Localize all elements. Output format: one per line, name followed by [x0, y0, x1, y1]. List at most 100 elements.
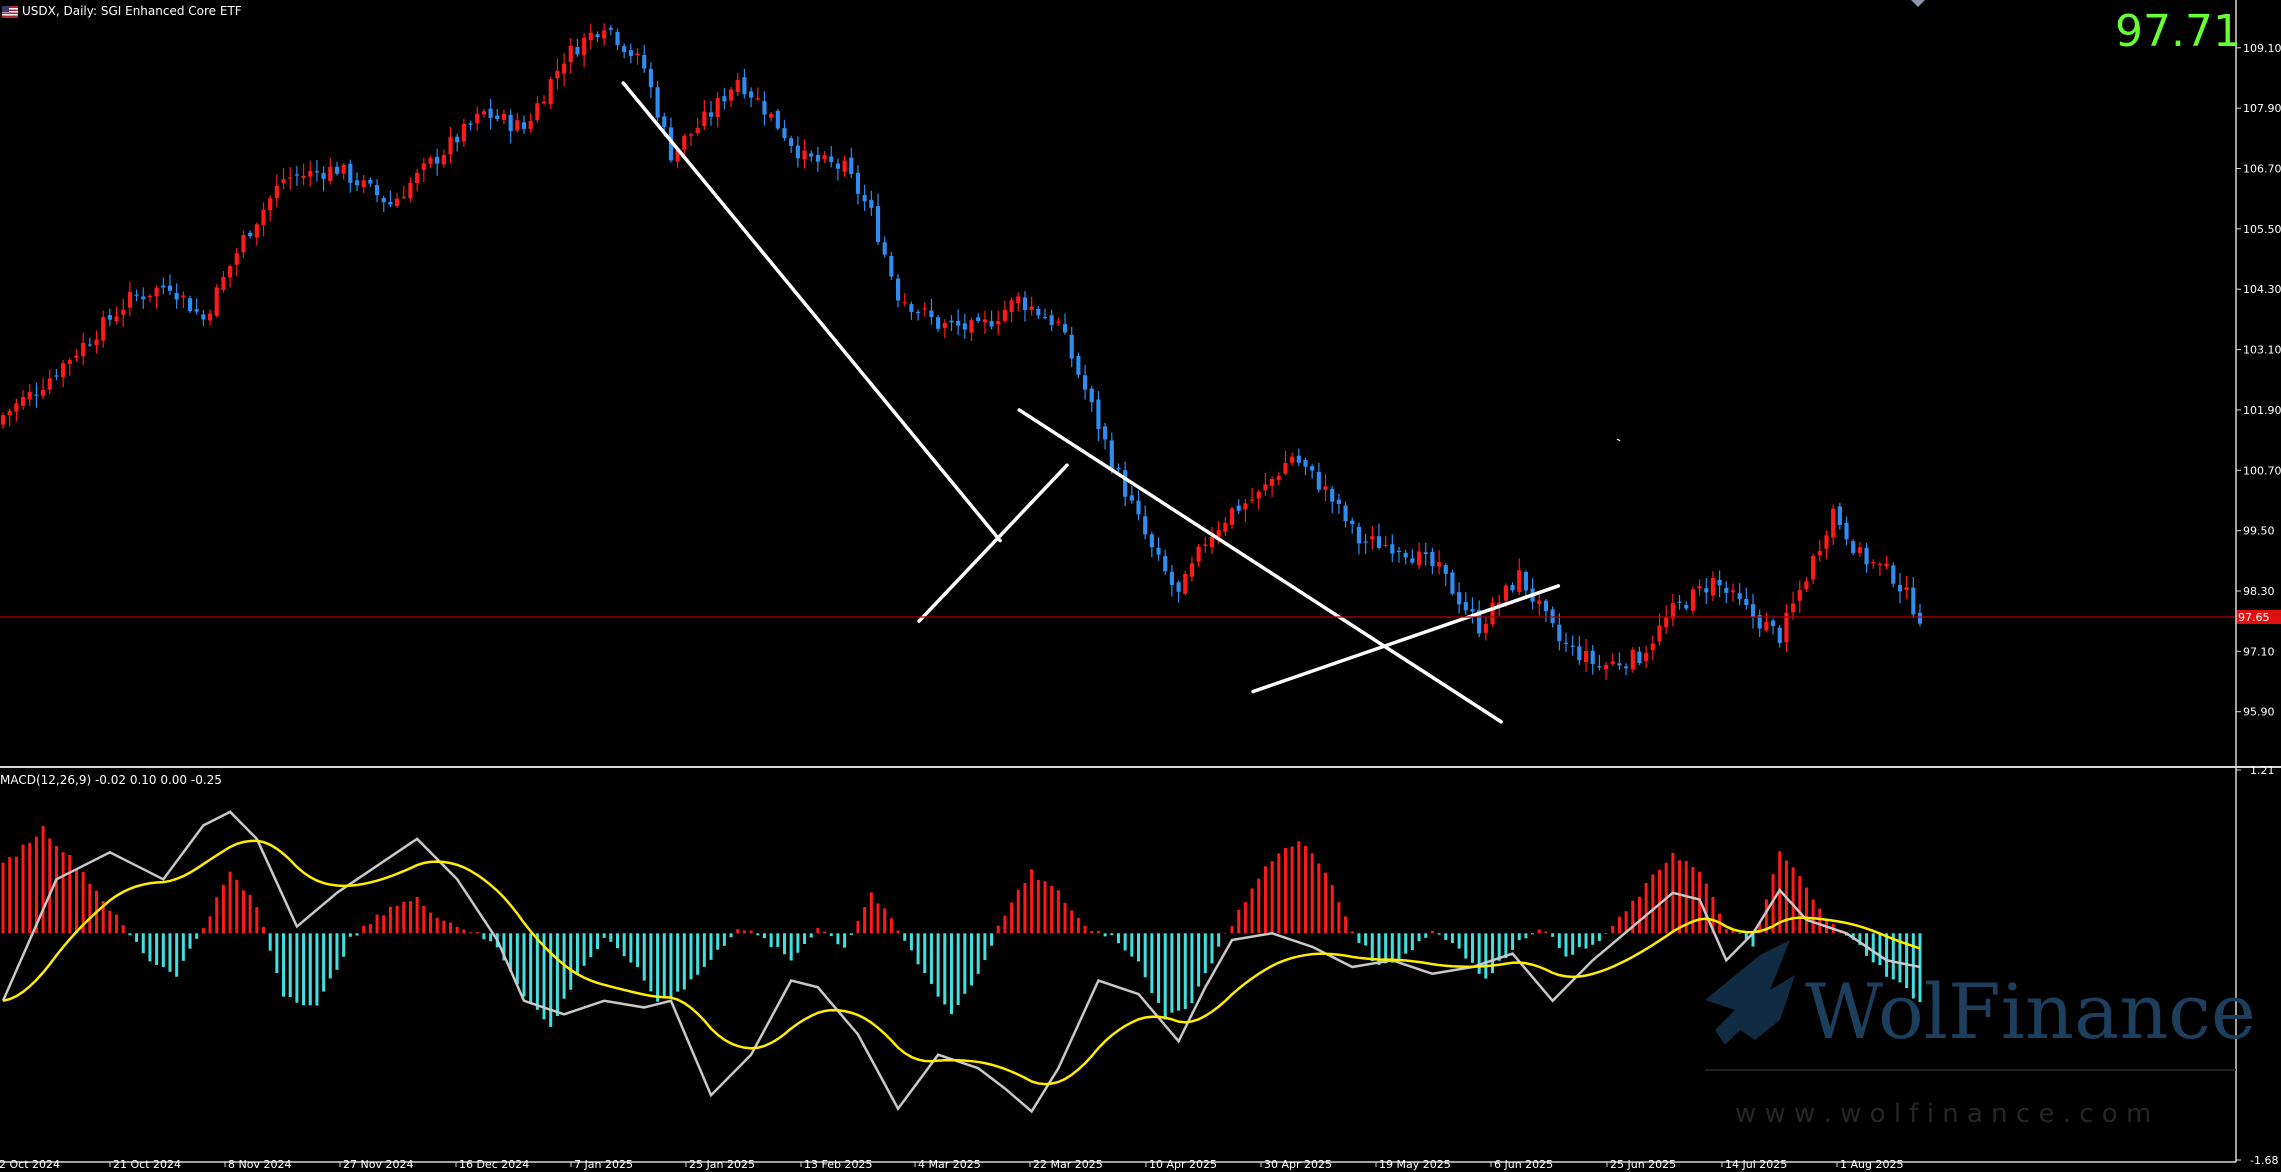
macd-bar	[642, 933, 646, 981]
macd-bar	[1691, 866, 1695, 934]
time-tick-label: 16 Dec 2024	[459, 1158, 529, 1171]
macd-bar	[1764, 899, 1768, 934]
macd-bar	[1297, 841, 1301, 934]
macd-axis: 1.21 -1.68	[2236, 764, 2278, 1167]
macd-bar	[1644, 883, 1648, 934]
candle-body	[1189, 563, 1195, 577]
macd-bar	[1444, 933, 1448, 940]
macd-bar	[1357, 933, 1361, 943]
macd-bar	[1571, 933, 1575, 955]
candle-body	[1497, 602, 1502, 606]
macd-bar	[88, 883, 92, 934]
candle-body	[1770, 620, 1776, 627]
candle-body	[1149, 534, 1154, 548]
macd-bar	[1157, 933, 1161, 1003]
candle-body	[448, 137, 453, 155]
candle-body	[1069, 334, 1074, 359]
macd-bar	[943, 933, 947, 1005]
macd-bar	[1811, 899, 1815, 934]
candle-body	[415, 172, 420, 183]
macd-bar	[535, 933, 539, 1010]
candle-body	[1303, 459, 1308, 467]
macd-bar	[1905, 933, 1909, 989]
macd-bar	[201, 928, 205, 934]
candle-body	[341, 164, 346, 174]
macd-bar	[101, 901, 105, 934]
macd-bar	[1878, 933, 1882, 966]
macd-bar	[1885, 933, 1889, 977]
candle-body	[976, 317, 981, 322]
macd-bar	[1230, 926, 1234, 934]
macd-bar	[949, 933, 953, 1015]
candle-body	[1203, 544, 1208, 546]
price-tick-label: 103.10	[2243, 344, 2281, 357]
macd-bar	[1137, 933, 1141, 962]
candle-body	[555, 70, 560, 79]
macd-bar	[1370, 933, 1374, 962]
macd-bar	[1190, 933, 1194, 1004]
macd-bar	[1604, 933, 1608, 934]
time-tick-label: 7 Jan 2025	[574, 1158, 633, 1171]
candle-body	[1096, 399, 1101, 429]
macd-bar	[836, 933, 840, 945]
stray-mark: -	[1613, 432, 1625, 448]
candle-body	[268, 198, 273, 211]
candle-body	[1851, 541, 1856, 554]
time-tick-label: 25 Jan 2025	[689, 1158, 755, 1171]
candle-body	[294, 174, 299, 176]
macd-bar	[1203, 933, 1207, 974]
price-tick-label: 107.90	[2243, 102, 2281, 115]
macd-bar	[362, 925, 366, 934]
candle-body	[147, 295, 153, 298]
candle-body	[1477, 610, 1482, 634]
candle-body	[508, 114, 513, 132]
macd-bar	[702, 933, 706, 967]
watermark-url: w w w . w o l f i n a n c e . c o m	[1735, 1099, 2151, 1129]
current-price-tag	[2236, 610, 2281, 624]
candle-body	[1857, 547, 1862, 554]
macd-bar	[1531, 933, 1535, 935]
candle-body	[1617, 663, 1622, 666]
macd-bar	[1290, 846, 1294, 934]
candle-body	[1730, 590, 1736, 593]
macd-bar	[315, 933, 319, 1006]
macd-bar	[1871, 933, 1875, 963]
macd-bar	[74, 868, 78, 934]
time-tick-label: 2 Oct 2024	[0, 1158, 60, 1171]
candle-body	[989, 321, 994, 327]
macd-bar	[923, 933, 927, 974]
candle-body	[1590, 650, 1595, 664]
candle-body	[742, 77, 747, 95]
candle-body	[1163, 556, 1168, 572]
candle-body	[1316, 471, 1321, 490]
macd-bar	[843, 933, 847, 948]
candle-body	[1697, 586, 1702, 589]
candle-body	[1523, 572, 1528, 591]
candle-body	[254, 224, 259, 238]
macd-bar	[375, 914, 379, 934]
time-tick-label: 8 Nov 2024	[228, 1158, 291, 1171]
candle-body	[401, 196, 406, 199]
candle-body	[1677, 601, 1682, 603]
candle-body	[1109, 440, 1114, 469]
scroll-marker-icon[interactable]	[1911, 0, 1925, 7]
candle-body	[1757, 615, 1762, 629]
macd-bar	[335, 933, 339, 970]
candle-body	[328, 166, 333, 181]
candle-body	[1430, 551, 1435, 567]
macd-bar	[248, 894, 252, 934]
macd-bar	[1183, 933, 1187, 1010]
macd-bar	[1237, 909, 1241, 934]
macd-bar	[1330, 885, 1334, 934]
candle-body	[167, 285, 173, 291]
macd-bar	[1891, 933, 1895, 980]
candle-body	[1717, 579, 1722, 586]
macd-bar	[161, 933, 165, 968]
macd-bar	[1744, 933, 1748, 940]
macd-bar	[903, 933, 907, 941]
candle-body	[1016, 296, 1021, 304]
candle-body	[969, 320, 974, 333]
candle-body	[1356, 526, 1361, 544]
macd-bar	[1197, 933, 1201, 987]
